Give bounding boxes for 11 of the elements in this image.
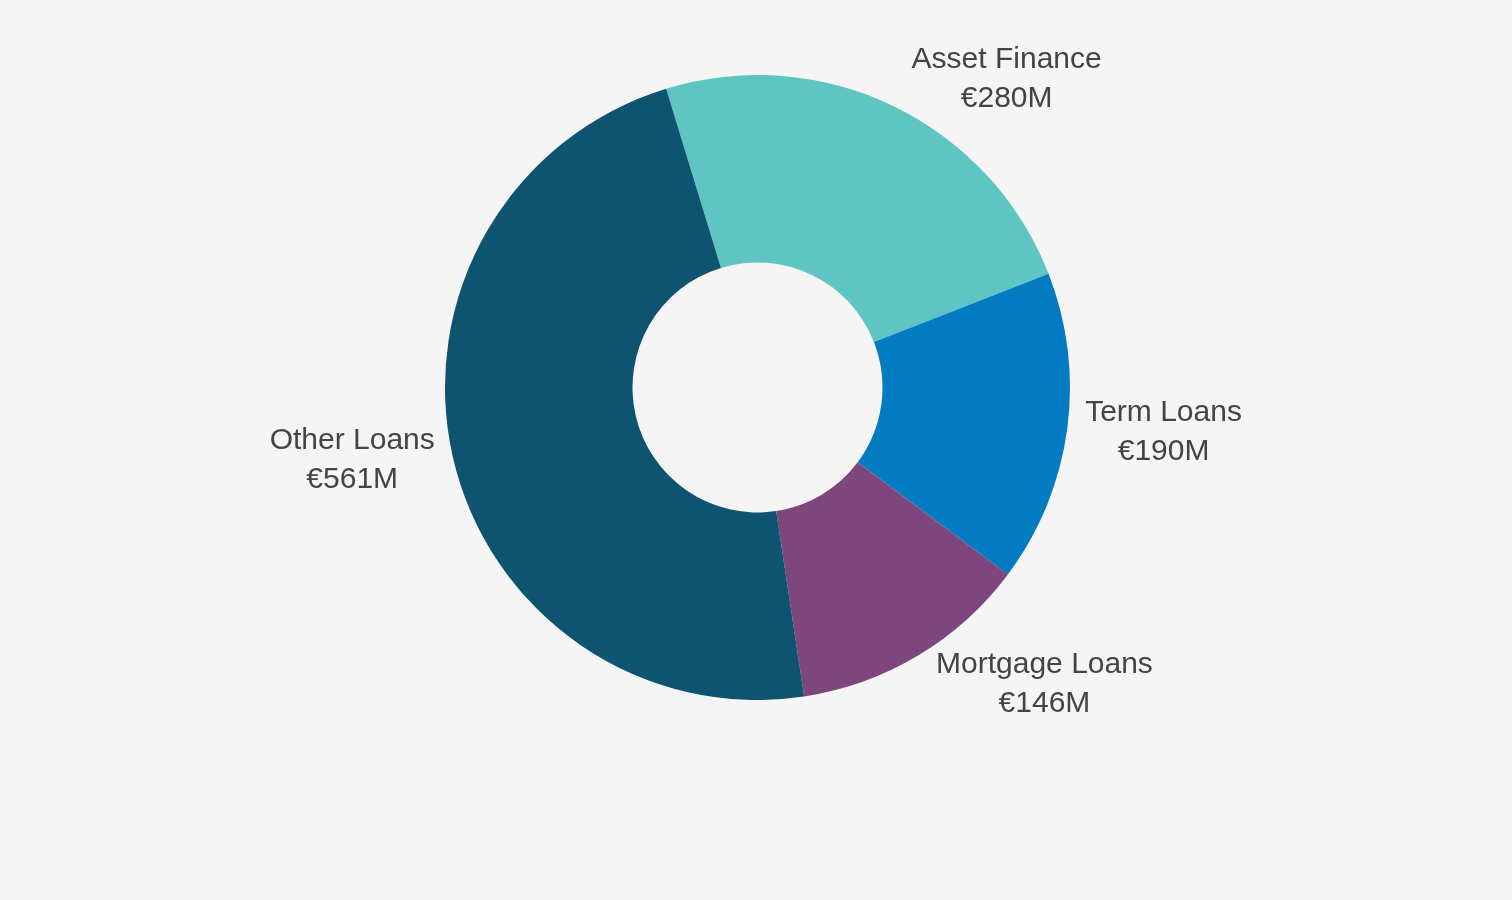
data-label: €190M bbox=[1117, 433, 1210, 467]
data-label: €280M bbox=[960, 80, 1053, 114]
data-label: €561M bbox=[306, 461, 399, 495]
slice-label: Mortgage Loans bbox=[936, 646, 1153, 680]
data-label: €146M bbox=[998, 685, 1091, 719]
donut-slice bbox=[445, 88, 805, 700]
slice-label: Term Loans bbox=[1085, 394, 1242, 428]
donut-slice bbox=[857, 273, 1070, 575]
slice-label: Other Loans bbox=[269, 422, 435, 456]
donut-slice bbox=[666, 75, 1049, 342]
slice-label: Asset Finance bbox=[911, 41, 1102, 75]
